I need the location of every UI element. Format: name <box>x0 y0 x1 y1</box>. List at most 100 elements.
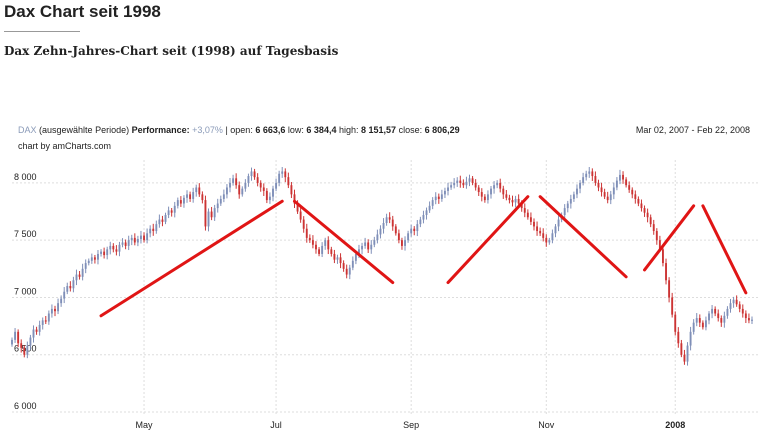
candle-body-212 <box>662 249 664 264</box>
candle-body-93 <box>296 203 299 212</box>
candle-body-53 <box>173 205 176 213</box>
candle-body-70 <box>225 187 228 195</box>
candle-body-104 <box>330 249 333 254</box>
candle-body-153 <box>480 192 483 197</box>
candle-body-110 <box>348 267 351 275</box>
candle-body-10 <box>41 320 44 325</box>
candle-body-237 <box>738 304 741 309</box>
chart-credit[interactable]: chart by amCharts.com <box>18 141 112 151</box>
candle-body-4 <box>23 347 26 355</box>
candle-body-119 <box>376 234 379 241</box>
candle-body-210 <box>655 231 658 241</box>
candle-body-112 <box>354 253 357 261</box>
candle-body-58 <box>189 194 192 199</box>
candle-body-158 <box>496 182 499 186</box>
low-label: low: <box>287 125 304 135</box>
page-title: Dax Chart seit 1998 <box>4 2 161 21</box>
candle-body-138 <box>434 196 437 201</box>
candle-body-48 <box>158 219 161 225</box>
candle-body-207 <box>646 212 649 218</box>
candle-body-95 <box>302 219 305 229</box>
candle-body-157 <box>493 185 496 189</box>
candle-body-47 <box>155 224 158 232</box>
candle-body-125 <box>394 226 397 234</box>
candle-body-136 <box>428 205 431 211</box>
candle-body-41 <box>136 239 139 243</box>
candle-body-99 <box>315 244 317 250</box>
candle-body-209 <box>652 224 655 232</box>
candle-body-142 <box>447 187 449 191</box>
candle-body-238 <box>741 308 744 314</box>
candle-body-106 <box>336 257 339 260</box>
candle-body-126 <box>397 233 400 241</box>
candle-body-55 <box>179 200 182 204</box>
candle-body-240 <box>747 318 750 321</box>
candle-body-17 <box>63 291 66 299</box>
candle-body-186 <box>582 177 585 183</box>
candle-body-24 <box>84 263 87 269</box>
candle-body-67 <box>216 203 219 209</box>
x-tick-label-1: Jul <box>270 420 282 430</box>
candle-body-159 <box>499 182 502 189</box>
candle-body-52 <box>170 210 173 213</box>
candle-body-49 <box>161 219 164 222</box>
candle-body-109 <box>345 268 348 275</box>
date-range: Mar 02, 2007 - Feb 22, 2008 <box>635 125 750 135</box>
candle-body-190 <box>594 176 597 183</box>
candle-body-163 <box>511 200 514 203</box>
candle-body-147 <box>462 182 465 186</box>
candle-body-90 <box>287 177 290 186</box>
candle-body-14 <box>54 308 56 312</box>
candle-body-135 <box>425 210 428 215</box>
candle-body-81 <box>259 182 262 188</box>
candle-body-196 <box>612 187 615 195</box>
candle-body-113 <box>358 249 360 254</box>
candle-body-143 <box>450 185 453 188</box>
candle-body-141 <box>443 190 446 195</box>
candle-body-169 <box>529 217 532 222</box>
candle-body-208 <box>649 217 652 225</box>
candle-body-66 <box>213 208 216 218</box>
candle-body-87 <box>278 173 281 183</box>
candle-body-150 <box>471 178 474 183</box>
candle-body-241 <box>751 319 753 321</box>
candle-body-5 <box>26 345 29 355</box>
candle-body-63 <box>204 200 207 227</box>
candle-body-144 <box>453 182 456 186</box>
candle-body-54 <box>176 200 179 206</box>
candle-body-181 <box>566 203 569 209</box>
candle-body-114 <box>361 245 363 250</box>
performance-value: +3,07% <box>192 125 223 135</box>
candle-body-80 <box>256 177 259 183</box>
candle-body-145 <box>456 180 459 183</box>
candle-body-229 <box>714 308 717 314</box>
open-value: 6 663,6 <box>255 125 286 135</box>
candle-body-189 <box>591 171 594 177</box>
y-tick-label-4: 8 000 <box>14 172 37 182</box>
candle-body-101 <box>321 245 324 254</box>
candle-body-239 <box>744 313 747 319</box>
trend-line-up-2 <box>446 195 530 285</box>
candle-body-26 <box>90 257 93 261</box>
candle-body-116 <box>367 242 370 250</box>
candle-body-91 <box>290 185 293 195</box>
y-tick-label-2: 7 000 <box>14 286 37 296</box>
page-subtitle: Dax Zehn-Jahres-Chart seit (1998) auf Ta… <box>4 44 339 58</box>
candle-body-13 <box>50 308 53 314</box>
candle-body-11 <box>44 320 47 322</box>
candle-body-85 <box>272 188 274 197</box>
candle-body-32 <box>109 245 112 250</box>
candle-body-204 <box>637 198 640 204</box>
candle-body-139 <box>437 196 440 199</box>
candle-body-20 <box>72 280 75 289</box>
candle-body-227 <box>708 313 710 321</box>
candle-body-133 <box>419 219 422 225</box>
candle-body-108 <box>342 263 345 269</box>
candle-body-146 <box>459 180 462 183</box>
candle-body-77 <box>247 176 250 183</box>
candle-body-222 <box>692 322 695 332</box>
candle-body-225 <box>701 322 704 328</box>
candle-body-121 <box>382 223 385 229</box>
candle-body-35 <box>118 244 121 252</box>
